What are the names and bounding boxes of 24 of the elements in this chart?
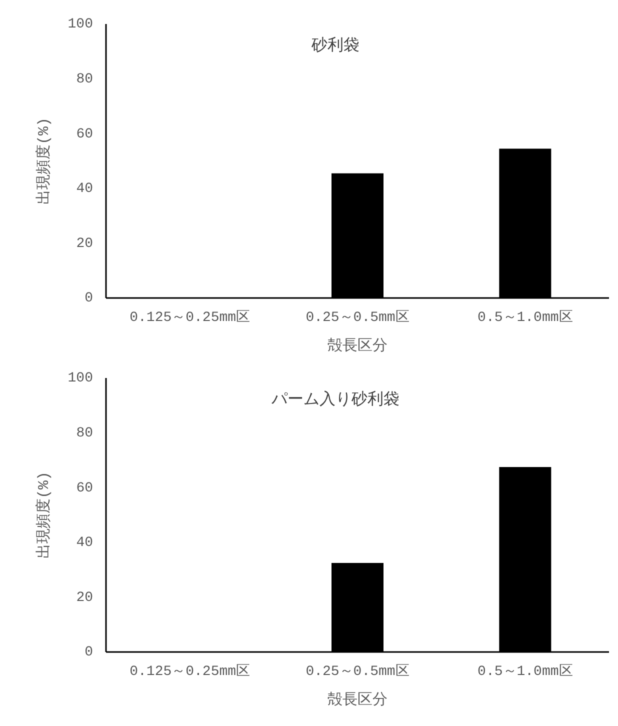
y-tick-label: 100	[68, 370, 93, 387]
text: 砂利袋	[310, 36, 360, 55]
y-tick-label: 80	[76, 72, 93, 88]
y-tick-label: 100	[68, 16, 93, 33]
x-axis-title: 殻長区分	[328, 337, 388, 355]
y-tick-label: 40	[76, 535, 93, 552]
y-tick-label: 80	[76, 426, 93, 442]
x-axis-title: 殻長区分	[328, 691, 388, 709]
y-tick-label: 20	[76, 590, 93, 606]
y-tick-label: 60	[76, 480, 93, 496]
x-tick-label: 0.125～0.25mm区	[130, 664, 250, 680]
y-axis-title: 出現頻度(%)	[35, 117, 53, 205]
y-tick-label: 40	[76, 181, 93, 198]
y-tick-label: 60	[76, 126, 93, 142]
x-tick-label: 0.25～0.5mm区	[306, 310, 410, 326]
y-axis-title: 出現頻度(%)	[35, 471, 53, 559]
text: パーム入り砂利袋	[270, 390, 400, 409]
x-tick-label: 0.125～0.25mm区	[130, 310, 250, 326]
y-tick-label: 0	[84, 290, 93, 307]
y-tick-label: 0	[84, 644, 93, 661]
y-tick-label: 20	[76, 236, 93, 252]
x-tick-label: 0.5～1.0mm区	[478, 310, 573, 326]
x-tick-label: 0.25～0.5mm区	[306, 664, 410, 680]
x-tick-label: 0.5～1.0mm区	[478, 664, 573, 680]
